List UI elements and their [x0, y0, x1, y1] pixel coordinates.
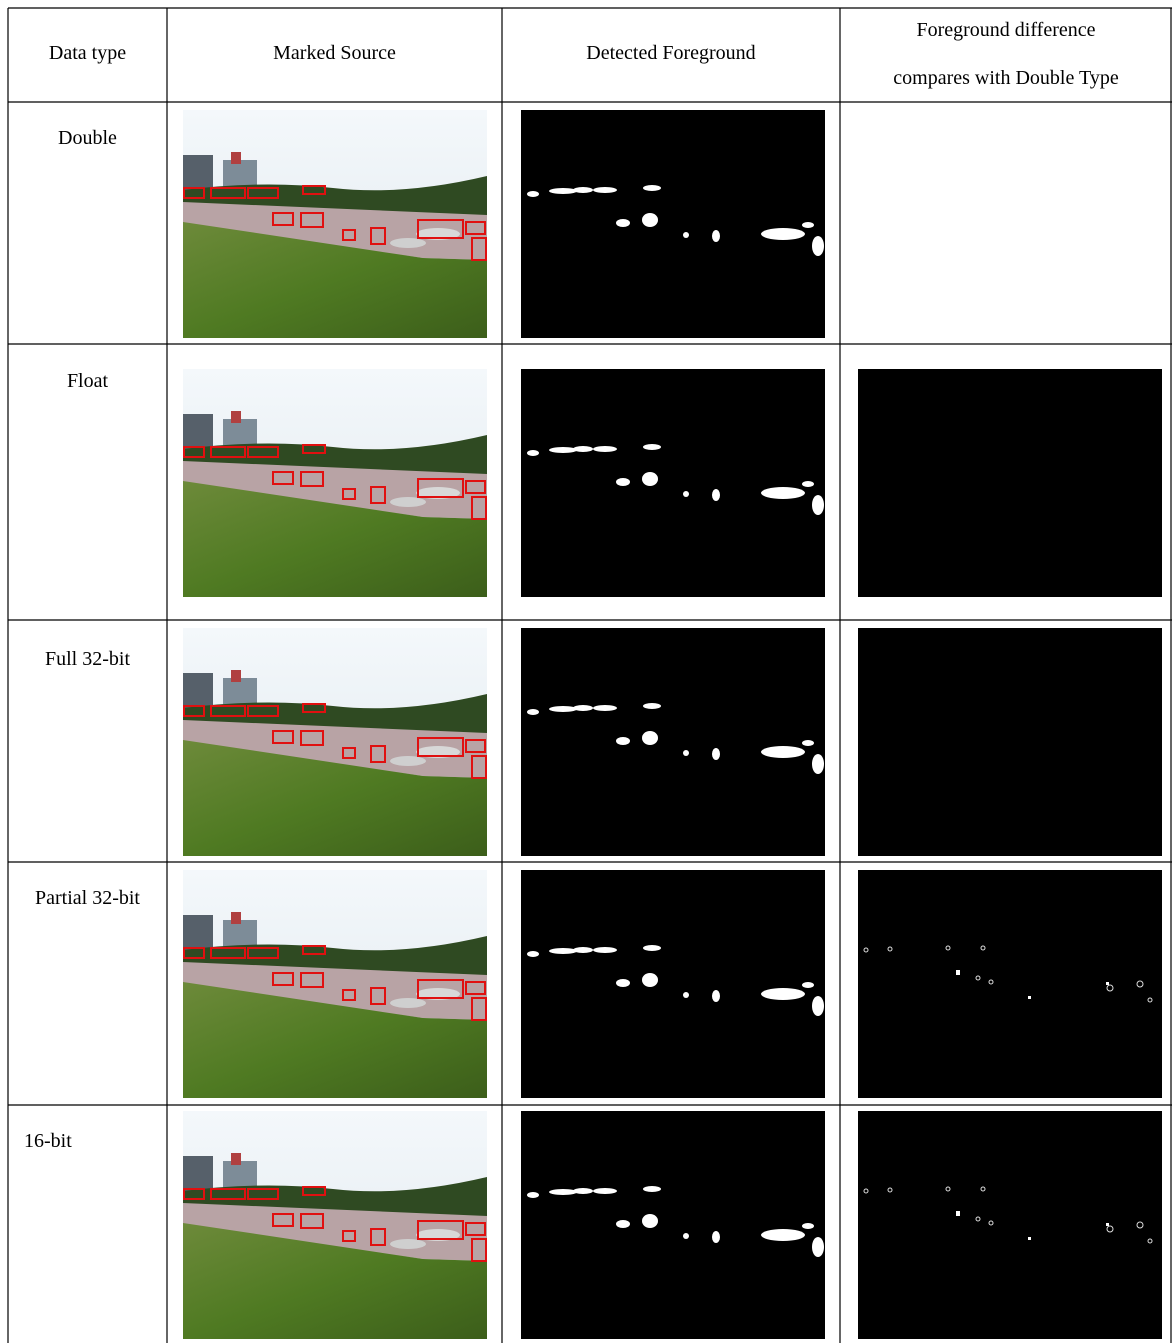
column-header: compares with Double Type: [840, 67, 1172, 90]
row-label: Full 32-bit: [8, 648, 167, 671]
column-header: Marked Source: [167, 42, 502, 65]
detected-foreground-image: [521, 628, 825, 856]
marked-source-image: [183, 110, 487, 338]
difference-image: [858, 1111, 1162, 1339]
table-graphics: [0, 0, 1172, 1343]
row-label: Float: [8, 370, 167, 393]
difference-image: [858, 870, 1162, 1098]
marked-source-image: [183, 870, 487, 1098]
column-header: Foreground difference: [840, 19, 1172, 42]
row-label: 16-bit: [24, 1130, 72, 1153]
detected-foreground-image: [521, 870, 825, 1098]
marked-source-image: [183, 628, 487, 856]
detected-foreground-image: [521, 1111, 825, 1339]
column-header: Data type: [8, 42, 167, 65]
detected-foreground-image: [521, 369, 825, 597]
marked-source-image: [183, 369, 487, 597]
detected-foreground-image: [521, 110, 825, 338]
marked-source-image: [183, 1111, 487, 1339]
difference-image: [858, 628, 1162, 856]
difference-image: [858, 369, 1162, 597]
page: (() => { const data = JSON.parse(documen…: [0, 0, 1172, 1343]
row-label: Double: [8, 127, 167, 150]
column-header: Detected Foreground: [502, 42, 840, 65]
row-label: Partial 32-bit: [8, 887, 167, 910]
